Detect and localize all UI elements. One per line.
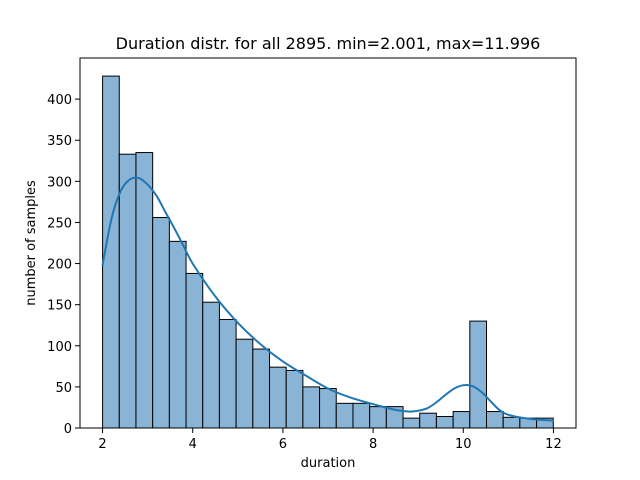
histogram-bar [319, 388, 337, 429]
histogram-bar [168, 240, 187, 429]
y-tick-label: 0 [64, 422, 72, 437]
y-tick-label: 150 [47, 299, 72, 314]
x-tick-label: 8 [369, 437, 377, 452]
histogram-bar [352, 402, 371, 429]
histogram-bar [452, 411, 471, 429]
histogram-bar [269, 366, 287, 429]
histogram-bars [102, 75, 554, 429]
chart-title: Duration distr. for all 2895. min=2.001,… [116, 34, 541, 53]
plot-frame [79, 57, 577, 429]
y-axis-label: number of samples [24, 180, 39, 306]
histogram-bar [485, 411, 504, 429]
histogram-bar [369, 406, 387, 429]
histogram-bar [402, 417, 421, 429]
histogram-bar [118, 153, 137, 429]
histogram-bar [302, 386, 321, 429]
histogram-bar [185, 272, 204, 429]
histogram-bar [152, 217, 170, 429]
x-axis-ticks: 2 4 6 8 10 12 [98, 428, 562, 452]
y-tick-label: 250 [47, 216, 72, 231]
kde-curve [101, 176, 554, 422]
y-tick-label: 200 [47, 258, 72, 273]
x-tick-label: 2 [98, 437, 106, 452]
histogram-bar [285, 369, 304, 429]
y-axis-ticks: 0 50 100 150 200 250 300 350 400 [47, 93, 80, 437]
y-tick-label: 350 [47, 134, 72, 149]
x-tick-label: 6 [279, 437, 287, 452]
x-tick-label: 4 [189, 437, 197, 452]
y-tick-label: 100 [47, 340, 72, 355]
histogram-bar [135, 152, 154, 429]
x-tick-label: 12 [545, 437, 562, 452]
x-tick-label: 10 [455, 437, 472, 452]
histogram-bar [435, 415, 454, 429]
histogram-bar [419, 412, 437, 429]
histogram-bar [252, 348, 271, 429]
histogram-bar [335, 402, 354, 429]
histogram-bar [218, 318, 237, 429]
histogram-bar [502, 416, 521, 429]
histogram-bar [469, 320, 487, 429]
y-tick-label: 400 [47, 93, 72, 108]
y-tick-label: 300 [47, 175, 72, 190]
y-tick-label: 50 [55, 381, 72, 396]
histogram-bar [202, 301, 220, 429]
histogram-bar [235, 338, 254, 429]
x-axis-label: duration [301, 456, 356, 471]
